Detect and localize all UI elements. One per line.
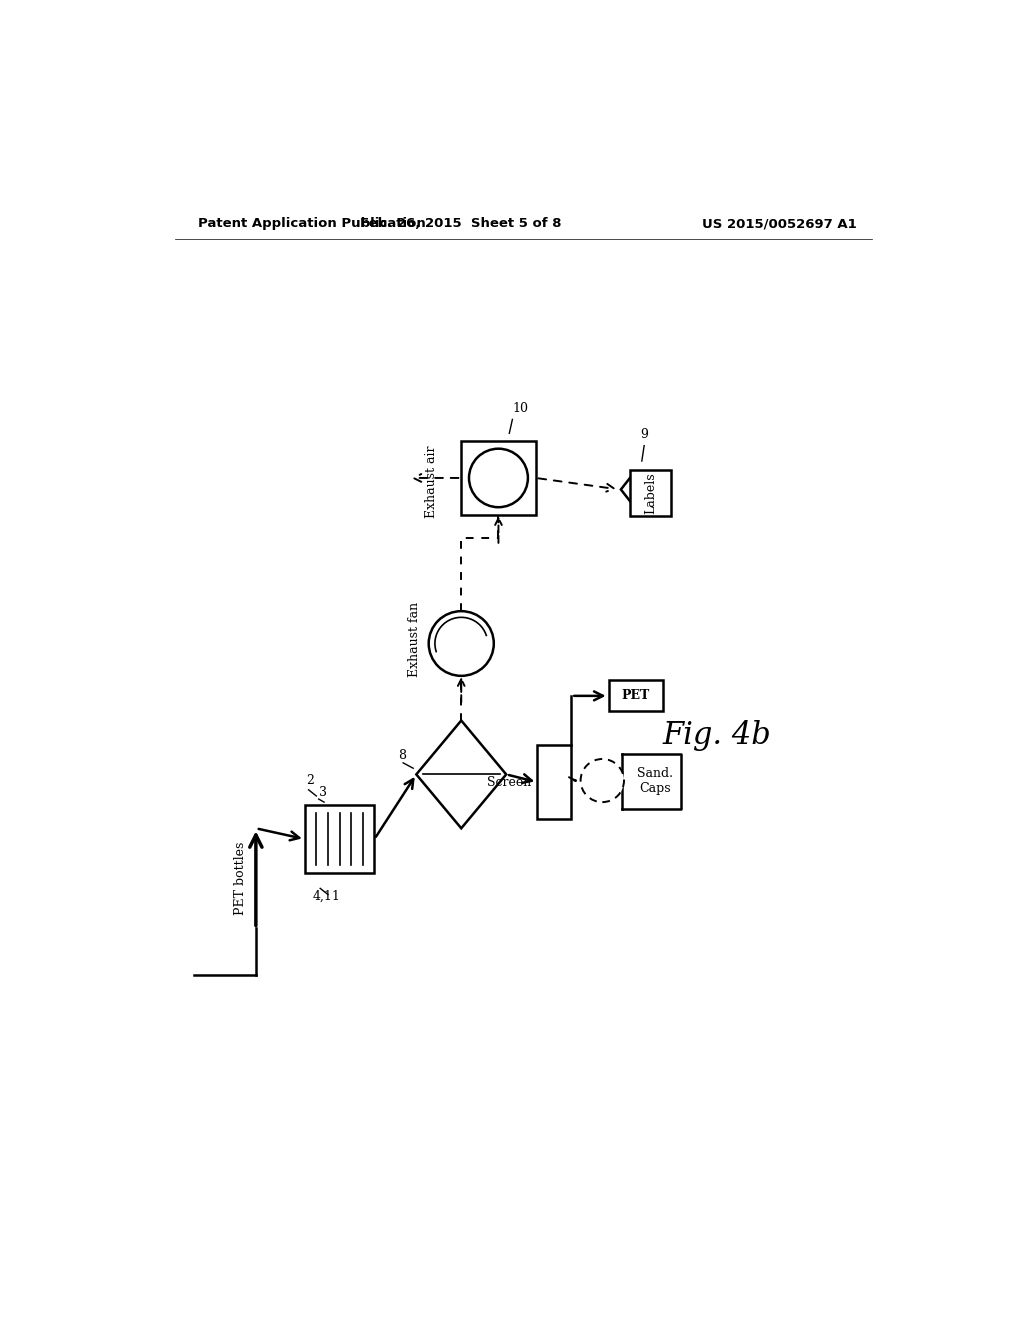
Bar — [461, 441, 536, 515]
Text: Exhaust fan: Exhaust fan — [408, 602, 421, 677]
Text: 10: 10 — [512, 401, 528, 414]
Text: 3: 3 — [318, 785, 327, 799]
Polygon shape — [621, 475, 632, 503]
Text: 8: 8 — [397, 748, 406, 762]
Text: Fig. 4b: Fig. 4b — [663, 721, 771, 751]
Text: 9: 9 — [640, 428, 648, 441]
Bar — [538, 744, 571, 818]
Text: Feb. 26, 2015  Sheet 5 of 8: Feb. 26, 2015 Sheet 5 of 8 — [360, 218, 562, 231]
Text: Screen: Screen — [486, 776, 531, 788]
Text: Exhaust air: Exhaust air — [425, 446, 438, 517]
Bar — [608, 681, 663, 711]
Circle shape — [469, 449, 528, 507]
Bar — [630, 470, 671, 516]
Text: Sand.
Caps: Sand. Caps — [637, 767, 673, 796]
Polygon shape — [417, 721, 506, 829]
Text: PET: PET — [622, 689, 650, 702]
Circle shape — [581, 759, 624, 803]
Text: 4,11: 4,11 — [312, 890, 340, 903]
Text: 2: 2 — [306, 774, 314, 787]
Circle shape — [429, 611, 494, 676]
Text: Patent Application Publication: Patent Application Publication — [198, 218, 426, 231]
Text: Labels: Labels — [644, 473, 656, 515]
Text: PET bottles: PET bottles — [233, 842, 247, 915]
Text: US 2015/0052697 A1: US 2015/0052697 A1 — [701, 218, 856, 231]
Bar — [305, 805, 375, 873]
